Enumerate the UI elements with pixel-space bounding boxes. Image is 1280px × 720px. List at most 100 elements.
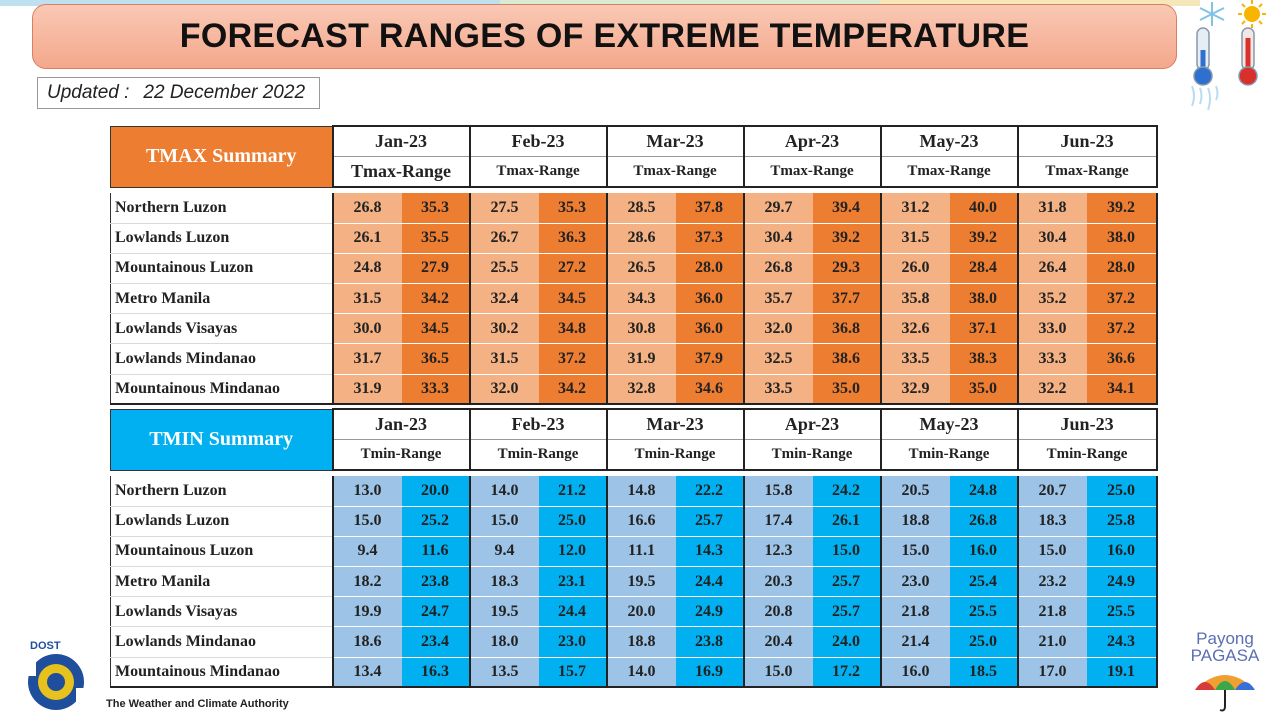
cold-thermometer-icon	[1191, 27, 1219, 111]
range-high-value: 35.5	[401, 223, 470, 254]
range-low-value: 15.0	[879, 536, 950, 568]
range-low-value: 18.0	[468, 626, 539, 658]
table-row: Metro Manila 18.2 23.8 18.3 23.1 19.5 24.4 20.3…	[110, 566, 1158, 598]
range-label: Tmin-Range	[468, 438, 608, 471]
region-name: Northern Luzon	[110, 476, 333, 507]
range-low-value: 30.2	[468, 313, 539, 345]
range-high-value: 16.0	[949, 536, 1018, 568]
range-low-value: 13.4	[331, 657, 402, 689]
range-high-value: 15.0	[812, 536, 881, 568]
range-high-value: 24.2	[812, 476, 881, 507]
payong-pagasa-logo: Payong PAGASA	[1170, 630, 1280, 720]
range-low-value: 27.5	[468, 193, 539, 224]
range-high-value: 20.0	[401, 476, 470, 507]
tmin-heading: TMIN Summary	[110, 408, 333, 471]
range-low-value: 21.0	[1016, 626, 1087, 658]
range-high-value: 35.3	[538, 193, 607, 224]
range-low-value: 23.2	[1016, 566, 1087, 598]
range-low-value: 18.6	[331, 626, 402, 658]
weather-icons	[1191, 0, 1266, 111]
range-label: Tmin-Range	[879, 438, 1019, 471]
range-high-value: 35.0	[812, 374, 881, 406]
range-high-value: 28.0	[1086, 253, 1158, 285]
month-header: Jan-23	[331, 125, 471, 156]
pagasa-tagline: The Weather and Climate Authority	[106, 698, 289, 710]
range-low-value: 26.1	[331, 223, 402, 254]
dost-label: DOST	[30, 640, 61, 652]
range-high-value: 18.5	[949, 657, 1018, 689]
range-low-value: 33.5	[742, 374, 813, 406]
tmin-table-body: Northern Luzon 13.0 20.0 14.0 21.2 14.8 22.2 15…	[110, 476, 1158, 689]
payong-text: Payong	[1196, 629, 1254, 648]
month-header: Jun-23	[1016, 408, 1158, 439]
range-high-value: 19.1	[1086, 657, 1158, 689]
range-low-value: 15.8	[742, 476, 813, 507]
range-high-value: 34.1	[1086, 374, 1158, 406]
range-low-value: 31.5	[331, 283, 402, 315]
range-low-value: 9.4	[468, 536, 539, 568]
region-name: Metro Manila	[110, 566, 333, 598]
range-high-value: 28.4	[949, 253, 1018, 285]
range-low-value: 33.3	[1016, 343, 1087, 375]
title-banner: FORECAST RANGES OF EXTREME TEMPERATURE	[32, 4, 1177, 69]
range-low-value: 26.5	[605, 253, 676, 285]
range-low-value: 31.5	[879, 223, 950, 254]
updated-label: Updated :	[47, 82, 130, 103]
range-high-value: 24.3	[1086, 626, 1158, 658]
table-row: Northern Luzon 13.0 20.0 14.0 21.2 14.8 22.2 15…	[110, 476, 1158, 507]
range-high-value: 14.3	[675, 536, 744, 568]
range-high-value: 34.8	[538, 313, 607, 345]
range-low-value: 20.7	[1016, 476, 1087, 507]
range-low-value: 28.6	[605, 223, 676, 254]
range-low-value: 18.3	[1016, 506, 1087, 537]
range-high-value: 25.7	[675, 506, 744, 537]
range-low-value: 9.4	[331, 536, 402, 568]
range-low-value: 31.2	[879, 193, 950, 224]
table-row: Mountainous Mindanao 31.9 33.3 32.0 34.2 32.8…	[110, 374, 1158, 406]
range-label: Tmax-Range	[1016, 155, 1158, 188]
region-name: Mountainous Luzon	[110, 253, 333, 285]
range-low-value: 24.8	[331, 253, 402, 285]
range-high-value: 16.3	[401, 657, 470, 689]
table-row: Lowlands Luzon 26.1 35.5 26.7 36.3 28.6 37.3 30…	[110, 223, 1158, 254]
pagasa-emblem-icon	[20, 654, 92, 710]
range-high-value: 16.0	[1086, 536, 1158, 568]
range-high-value: 25.2	[401, 506, 470, 537]
range-low-value: 20.4	[742, 626, 813, 658]
range-high-value: 36.8	[812, 313, 881, 345]
range-low-value: 26.8	[331, 193, 402, 224]
region-name: Lowlands Mindanao	[110, 343, 333, 375]
range-high-value: 23.0	[538, 626, 607, 658]
range-low-value: 26.4	[1016, 253, 1087, 285]
range-low-value: 18.3	[468, 566, 539, 598]
range-low-value: 28.5	[605, 193, 676, 224]
range-low-value: 15.0	[331, 506, 402, 537]
range-high-value: 16.9	[675, 657, 744, 689]
month-header: Jan-23	[331, 408, 471, 439]
range-label: Tmax-Range	[605, 155, 745, 188]
region-name: Lowlands Visayas	[110, 313, 333, 345]
range-low-value: 17.0	[1016, 657, 1087, 689]
month-header: Mar-23	[605, 125, 745, 156]
range-low-value: 35.7	[742, 283, 813, 315]
range-low-value: 18.8	[605, 626, 676, 658]
month-header: Jun-23	[1016, 125, 1158, 156]
range-high-value: 40.0	[949, 193, 1018, 224]
region-name: Mountainous Mindanao	[110, 374, 333, 406]
range-low-value: 33.5	[879, 343, 950, 375]
range-low-value: 14.0	[468, 476, 539, 507]
range-high-value: 37.2	[1086, 313, 1158, 345]
table-row: Lowlands Mindanao 18.6 23.4 18.0 23.0 18.8 23.…	[110, 626, 1158, 658]
range-low-value: 18.2	[331, 566, 402, 598]
range-high-value: 25.4	[949, 566, 1018, 598]
table-row: Mountainous Luzon 24.8 27.9 25.5 27.2 26.5 28.…	[110, 253, 1158, 285]
range-high-value: 28.0	[675, 253, 744, 285]
range-low-value: 11.1	[605, 536, 676, 568]
range-high-value: 34.2	[538, 374, 607, 406]
range-high-value: 24.9	[675, 596, 744, 628]
range-low-value: 17.4	[742, 506, 813, 537]
range-high-value: 27.2	[538, 253, 607, 285]
range-low-value: 32.8	[605, 374, 676, 406]
region-name: Mountainous Luzon	[110, 536, 333, 568]
range-low-value: 25.5	[468, 253, 539, 285]
